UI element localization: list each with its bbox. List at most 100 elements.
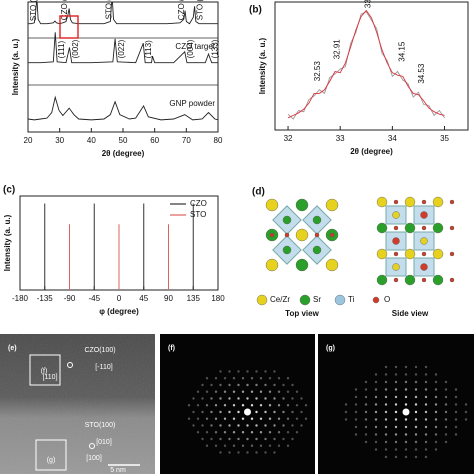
diffraction-spot — [219, 383, 222, 387]
diffraction-spot — [237, 397, 240, 400]
diffraction-spot — [300, 397, 303, 400]
diffraction-spot — [232, 377, 236, 380]
diffraction-spot — [286, 390, 290, 393]
diffraction-spot — [273, 410, 276, 414]
diffraction-spot — [414, 373, 418, 376]
diffraction-spot — [424, 425, 428, 429]
annotation: (133) — [210, 39, 219, 58]
annotation: STO (002) — [104, 0, 113, 19]
diffraction-spot — [454, 388, 458, 391]
annotation: 34.15 — [397, 41, 406, 62]
diffraction-spot — [214, 444, 218, 447]
annotation: (022) — [117, 39, 126, 58]
diffraction-spot — [384, 365, 388, 369]
legend-label: Sr — [313, 295, 321, 304]
inset-box — [35, 439, 67, 471]
diffraction-spot — [434, 418, 438, 421]
diffraction-spot — [404, 373, 408, 376]
diffraction-spot — [255, 370, 258, 373]
diffraction-spot — [201, 437, 204, 441]
diffraction-spot — [205, 390, 209, 393]
atom — [449, 225, 455, 231]
x-tick-label: -135 — [37, 294, 54, 303]
diffraction-spot — [394, 425, 398, 429]
diffraction-spot — [255, 424, 258, 427]
atom — [432, 196, 444, 208]
atom — [256, 294, 268, 306]
diffraction-spot — [286, 377, 290, 380]
diffraction-spot — [444, 418, 448, 421]
diffraction-spot — [210, 424, 213, 427]
diffraction-spot — [237, 383, 240, 387]
diffraction-spot — [424, 433, 428, 436]
atom — [421, 277, 427, 283]
diffraction-spot — [255, 451, 258, 454]
diffraction-spot — [250, 417, 254, 420]
atom — [449, 251, 455, 257]
atom — [282, 245, 292, 255]
diffraction-spot — [196, 417, 200, 420]
atom — [299, 294, 311, 306]
diffraction-spot — [223, 444, 227, 447]
x-tick-label: -45 — [88, 294, 100, 303]
atom — [314, 232, 320, 238]
atom — [325, 258, 339, 272]
diffraction-spot — [374, 433, 378, 436]
diffraction-spot — [246, 370, 249, 373]
diffraction-spot — [414, 403, 418, 406]
diffraction-spot — [295, 390, 299, 393]
atom — [393, 225, 399, 231]
diffraction-spot — [394, 365, 398, 369]
diffraction-spot — [282, 410, 285, 414]
panel-label: (c) — [3, 185, 15, 196]
diffraction-spot — [201, 383, 204, 387]
diffraction-spot — [282, 397, 285, 400]
legend-label: STO — [190, 210, 206, 219]
diffraction-spot — [354, 395, 358, 399]
diffraction-spot — [434, 425, 438, 429]
atom — [372, 296, 380, 304]
diffraction-spot — [241, 417, 245, 420]
diffraction-spot — [210, 410, 213, 414]
diffraction-spot — [424, 373, 428, 376]
diffraction-spot — [268, 404, 272, 407]
diffraction-spot — [374, 388, 378, 391]
diffraction-spot — [354, 433, 358, 436]
panel-label: (d) — [252, 187, 265, 198]
diffraction-spot — [394, 448, 398, 451]
diffraction-spot — [454, 425, 458, 429]
annotation: STO (003) — [195, 0, 204, 20]
diffraction-spot — [205, 377, 209, 380]
atom — [420, 237, 428, 245]
diffraction-spot — [444, 403, 448, 406]
series-line — [28, 95, 218, 121]
diffraction-spot — [241, 377, 245, 380]
atom — [376, 222, 388, 234]
diffraction-spot — [259, 431, 263, 434]
atom — [393, 251, 399, 257]
diffraction-spot — [268, 417, 272, 420]
diffraction-spot — [214, 431, 218, 434]
diffraction-spot — [219, 451, 222, 454]
x-tick-label: 45 — [139, 294, 148, 303]
diffraction-spot — [277, 404, 281, 407]
x-tick-label: 40 — [87, 136, 96, 145]
atom — [392, 211, 400, 219]
diffraction-spot — [444, 395, 448, 399]
diffraction-spot — [424, 440, 428, 444]
diffraction-spot — [304, 404, 308, 407]
atom — [449, 199, 455, 205]
diffraction-spot — [414, 425, 418, 429]
atom — [393, 277, 399, 283]
annotation: (002) — [71, 39, 80, 58]
diffraction-spot — [250, 404, 254, 407]
diffraction-spot — [228, 451, 231, 454]
diffraction-spot — [424, 455, 428, 459]
series-label: CZO target — [175, 42, 215, 51]
diffraction-spot — [424, 365, 428, 369]
diffraction-spot — [300, 424, 303, 427]
plot-area — [28, 2, 218, 121]
diffraction-spot — [277, 431, 281, 434]
diffraction-spot — [268, 390, 272, 393]
diffraction-spot — [277, 377, 281, 380]
